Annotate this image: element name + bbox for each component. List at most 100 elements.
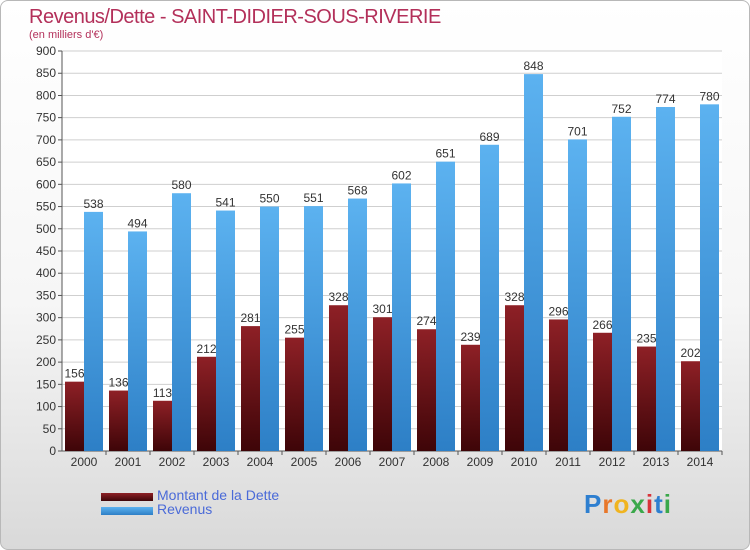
data-label: 848 — [523, 59, 543, 73]
data-label: 541 — [215, 196, 235, 210]
x-tick-label: 2001 — [115, 455, 142, 469]
data-label: 494 — [127, 216, 147, 230]
data-label: 156 — [64, 367, 84, 381]
y-tick-label: 150 — [36, 377, 56, 391]
x-tick-label: 2014 — [687, 455, 714, 469]
x-tick-label: 2009 — [467, 455, 494, 469]
x-tick-label: 2003 — [203, 455, 230, 469]
bar-debt — [637, 346, 656, 451]
logo-letter: r — [602, 489, 614, 519]
bar-debt — [285, 337, 304, 451]
data-label: 752 — [611, 102, 631, 116]
data-label: 328 — [328, 290, 348, 304]
data-label: 274 — [416, 314, 436, 328]
data-label: 780 — [699, 89, 719, 103]
bar-debt — [197, 356, 216, 451]
y-tick-label: 650 — [36, 155, 56, 169]
x-tick-label: 2012 — [599, 455, 626, 469]
data-label: 774 — [655, 92, 675, 106]
y-tick-label: 750 — [36, 111, 56, 125]
data-label: 266 — [592, 318, 612, 332]
x-tick-label: 2000 — [71, 455, 98, 469]
y-tick-label: 50 — [43, 422, 57, 436]
y-tick-label: 400 — [36, 266, 56, 280]
legend-swatch-debt — [101, 493, 153, 501]
bar-debt — [681, 361, 700, 451]
legend-swatch-revenue — [101, 507, 153, 515]
data-label: 239 — [460, 330, 480, 344]
y-tick-label: 800 — [36, 88, 56, 102]
data-label: 701 — [567, 124, 587, 138]
bar-debt — [461, 344, 480, 451]
bar-revenue — [392, 183, 411, 451]
bar-revenue — [216, 210, 235, 451]
y-tick-label: 250 — [36, 333, 56, 347]
y-tick-label: 500 — [36, 222, 56, 236]
logo-letter: o — [613, 489, 631, 519]
data-label: 602 — [391, 168, 411, 182]
data-label: 328 — [504, 290, 524, 304]
data-label: 296 — [548, 304, 568, 318]
chart-subtitle: (en milliers d'€) — [29, 29, 104, 41]
data-label: 550 — [259, 192, 279, 206]
x-tick-label: 2002 — [159, 455, 186, 469]
logo-letter: x — [630, 489, 646, 519]
data-label: 580 — [171, 178, 191, 192]
data-label: 568 — [347, 184, 367, 198]
y-tick-label: 850 — [36, 66, 56, 80]
y-tick-label: 100 — [36, 400, 56, 414]
data-label: 551 — [303, 191, 323, 205]
bar-debt — [505, 305, 524, 451]
bar-debt — [373, 317, 392, 451]
bar-revenue — [84, 211, 103, 451]
x-tick-label: 2011 — [555, 455, 581, 469]
y-tick-label: 450 — [36, 244, 56, 258]
data-label: 281 — [240, 311, 260, 325]
bar-revenue — [304, 206, 323, 451]
bar-debt — [109, 390, 128, 451]
bar-revenue — [656, 107, 675, 451]
logo-letter: i — [645, 489, 655, 519]
data-label: 255 — [284, 323, 304, 337]
bar-revenue — [524, 74, 543, 451]
bar-revenue — [436, 161, 455, 451]
y-tick-label: 900 — [36, 44, 56, 58]
data-label: 538 — [83, 197, 103, 211]
bar-debt — [153, 400, 172, 451]
bar-revenue — [260, 206, 279, 451]
bar-debt — [241, 326, 260, 451]
bar-revenue — [480, 144, 499, 451]
data-label: 136 — [108, 376, 128, 390]
bar-revenue — [128, 231, 147, 451]
y-tick-label: 550 — [36, 200, 56, 214]
y-tick-label: 700 — [36, 133, 56, 147]
data-label: 212 — [196, 342, 216, 356]
y-tick-label: 200 — [36, 355, 56, 369]
x-tick-label: 2004 — [247, 455, 274, 469]
bar-revenue — [348, 198, 367, 451]
data-label: 301 — [372, 302, 392, 316]
data-label: 202 — [680, 346, 700, 360]
bar-debt — [417, 329, 436, 451]
y-tick-label: 300 — [36, 311, 56, 325]
data-label: 689 — [479, 130, 499, 144]
x-tick-label: 2010 — [511, 455, 538, 469]
x-tick-label: 2007 — [379, 455, 406, 469]
y-tick-label: 350 — [36, 288, 56, 302]
logo-letter: i — [663, 489, 672, 519]
x-tick-label: 2006 — [335, 455, 362, 469]
bar-revenue — [172, 193, 191, 451]
logo-letter: t — [654, 489, 664, 519]
data-label: 651 — [435, 147, 455, 161]
y-tick-label: 600 — [36, 177, 56, 191]
bar-revenue — [700, 104, 719, 451]
x-tick-label: 2013 — [643, 455, 670, 469]
legend-label-revenue: Revenus — [157, 501, 213, 517]
proxiti-logo: Proxiti — [584, 489, 672, 520]
x-tick-label: 2005 — [291, 455, 318, 469]
logo-letter: P — [584, 489, 603, 519]
data-label: 113 — [153, 386, 172, 400]
bar-debt — [65, 381, 84, 451]
